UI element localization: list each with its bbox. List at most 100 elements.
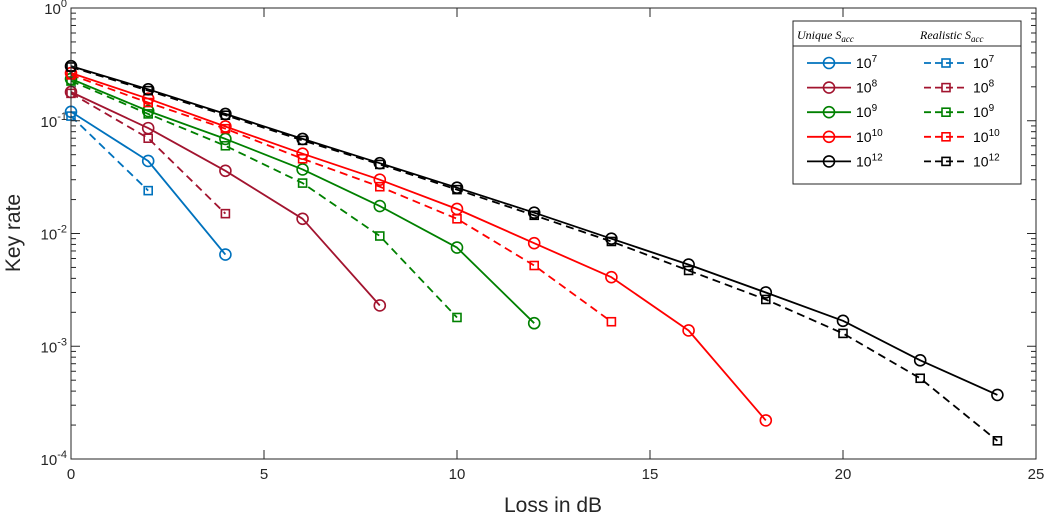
y-tick-label: 10-2	[41, 224, 67, 244]
legend-entry-10-realistic-label: 1010	[973, 128, 1000, 145]
series-10-realistic-point	[452, 214, 462, 224]
series-8-realistic-line	[70, 92, 227, 215]
y-tick-exponent: -2	[57, 224, 67, 236]
legend-entry-9-unique: 109	[807, 103, 878, 120]
x-tick-label: 0	[67, 466, 75, 483]
legend-entry-8-realistic-marker	[941, 82, 951, 93]
legend-entry-10-realistic-base: 10	[973, 129, 989, 145]
legend-entry-7-realistic: 107	[924, 54, 995, 71]
series-8-unique-line	[70, 91, 381, 307]
legend-entry-8-unique-label: 108	[856, 79, 878, 96]
legend-entry-12-realistic: 1012	[924, 152, 1000, 169]
series-9-unique-point	[296, 163, 309, 176]
series-9-unique-point	[450, 241, 464, 254]
series-10-unique-line	[70, 72, 767, 421]
legend-entry-9-unique-label: 109	[856, 103, 878, 120]
series-layer	[64, 59, 1004, 446]
legend-header-right-sub: acc	[971, 34, 984, 44]
series-9-unique-point	[141, 104, 155, 118]
series-10-realistic-point	[297, 153, 308, 164]
series-12-realistic-line	[70, 66, 998, 442]
series-7-unique-point	[141, 154, 155, 168]
series-8-unique-point	[373, 299, 387, 312]
series-9-realistic-point	[220, 140, 231, 151]
legend-entry-12-unique-label: 1012	[856, 152, 883, 169]
y-tick-exponent: -4	[57, 449, 67, 461]
series-12-realistic-point	[606, 236, 617, 247]
x-tick-label: 20	[835, 466, 852, 483]
legend-entry-7-realistic-exp: 7	[989, 54, 995, 65]
series-7-unique-line	[70, 111, 227, 256]
legend-header-left-text: Unique	[797, 28, 835, 42]
series-10-realistic-point	[606, 316, 617, 327]
legend-entry-10-unique-marker	[822, 130, 836, 144]
series-10-unique-point	[759, 414, 773, 427]
series-7-realistic-point	[143, 185, 153, 196]
legend-entry-12-realistic-label: 1012	[973, 152, 1000, 169]
series-8-realistic	[66, 88, 231, 219]
legend-entry-8-unique-marker	[822, 81, 836, 94]
series-7-unique-point	[219, 248, 232, 261]
series-9-unique-point	[373, 199, 387, 213]
legend-entry-12-unique-marker	[822, 155, 836, 168]
series-10-unique-point	[296, 147, 309, 161]
y-tick-label: 10-4	[41, 449, 67, 469]
legend-entry-7-realistic-marker	[941, 58, 951, 68]
legend-entry-10-unique-exp: 10	[872, 128, 884, 139]
y-tick-mantissa: 10	[41, 452, 58, 469]
y-tick-exponent: 0	[61, 0, 67, 10]
series-10-realistic-point	[143, 97, 153, 108]
series-12-unique-point	[759, 286, 773, 299]
x-axis-title: Loss in dB	[504, 494, 602, 517]
y-tick-mantissa: 10	[41, 114, 58, 131]
series-8-unique-point	[219, 164, 232, 178]
legend-header-right-var: S	[965, 28, 971, 42]
y-axis-title: Key rate	[2, 194, 25, 272]
series-12-realistic-point	[992, 436, 1003, 446]
x-tick-label: 5	[260, 466, 268, 483]
legend-header-left-var: S	[835, 28, 841, 42]
series-8-realistic-point	[220, 208, 231, 219]
legend-entry-8-unique-base: 10	[856, 80, 872, 96]
legend-entry-7-realistic-label: 107	[973, 54, 995, 71]
legend-entry-9-realistic-exp: 9	[989, 103, 995, 114]
legend-entry-12-unique: 1012	[807, 152, 883, 169]
legend-entry-7-realistic-base: 10	[973, 55, 989, 71]
legend-entry-8-realistic-base: 10	[973, 80, 989, 96]
legend-entry-10-realistic: 1010	[924, 128, 1000, 145]
series-9-unique-point	[527, 316, 541, 330]
legend-header-left: Unique Sacc	[797, 28, 854, 44]
y-tick-mantissa: 10	[44, 1, 61, 18]
legend-header-right: Realistic Sacc	[919, 28, 984, 44]
legend-entry-10-realistic-marker	[941, 132, 951, 142]
series-9-unique-line	[70, 78, 535, 324]
legend-header-left-sub: acc	[841, 34, 854, 44]
y-tick-label: 100	[44, 0, 67, 18]
legend-entry-7-unique-label: 107	[856, 54, 878, 71]
legend-entry-8-unique-exp: 8	[872, 79, 878, 90]
series-12-realistic-point	[220, 110, 231, 121]
series-12-unique-point	[605, 232, 618, 245]
series-12-unique-point	[527, 206, 541, 219]
series-12-realistic-point	[915, 373, 926, 384]
series-12-realistic-point	[374, 159, 385, 170]
legend-entry-8-realistic-exp: 8	[989, 79, 995, 90]
series-12-realistic-point	[838, 328, 848, 339]
y-tick-label: 10-3	[41, 336, 67, 356]
legend-entry-12-realistic-marker	[941, 156, 951, 167]
series-10-unique-point	[373, 173, 387, 187]
series-12-unique-line	[70, 65, 998, 396]
series-10-realistic-point	[374, 181, 385, 192]
legend-entry-8-realistic-label: 108	[973, 79, 995, 96]
series-10-realistic-line	[70, 74, 612, 323]
series-10-unique-point	[605, 270, 618, 284]
y-tick-exponent: -3	[57, 336, 67, 348]
series-9-realistic-line	[70, 80, 458, 319]
series-12-realistic-point	[297, 135, 308, 146]
y-tick-mantissa: 10	[41, 227, 58, 244]
legend: Unique Sacc Realistic Sacc107108109101010…	[792, 20, 1022, 185]
legend-entry-10-unique: 1010	[807, 128, 883, 145]
legend-entry-9-realistic-marker	[941, 107, 951, 117]
series-9-realistic-point	[297, 178, 308, 188]
